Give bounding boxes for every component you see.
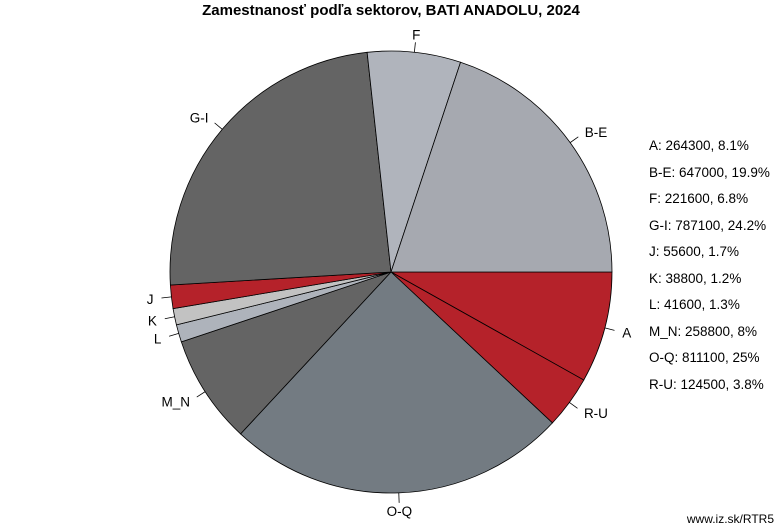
slice-label: M_N [162,394,191,409]
slice-label: L [154,331,162,346]
slice-tick [161,296,172,299]
legend-item: O-Q: 811100, 25% [649,350,760,365]
slice-tick [214,122,223,130]
slice-tick [168,333,179,337]
legend-item: K: 38800, 1.2% [649,270,742,286]
slice-tick [569,402,578,409]
slice-tick [196,391,206,398]
legend-item: J: 55600, 1.7% [649,244,740,259]
slice-label: K [148,313,157,328]
legend-item: A: 264300, 8.1% [649,138,749,153]
legend-item: F: 221600, 6.8% [649,191,749,206]
slice-label: J [147,292,154,307]
slice-label: A [622,325,631,340]
legend-item: G-I: 787100, 24.2% [649,217,767,233]
slice-tick [604,327,615,331]
pie-slice-b-e [390,61,613,273]
slice-label: G-I [190,111,209,126]
slice-label: O-Q [387,504,413,519]
slice-label: F [412,27,420,42]
legend-item: L: 41600, 1.3% [649,297,740,312]
pie-slice-a [389,271,613,381]
slice-tick [413,42,416,53]
legend-item: M_N: 258800, 8% [649,323,758,339]
legend: A: 264300, 8.1% B-E: 647000, 19.9% F: 22… [649,133,770,398]
slice-tick [164,316,175,320]
pie-slice-m-n [180,271,392,435]
slice-tick [569,136,579,143]
source-footer: www.iz.sk/RTR5 [686,512,774,526]
chart-title: Zamestnanosť podľa sektorov, BATI ANADOL… [202,2,580,19]
legend-item: B-E: 647000, 19.9% [649,164,770,180]
slice-label: R-U [584,406,608,421]
slice-label: B-E [585,125,608,140]
pie-slice-g-i [169,51,392,286]
legend-item: R-U: 124500, 3.8% [649,376,764,392]
